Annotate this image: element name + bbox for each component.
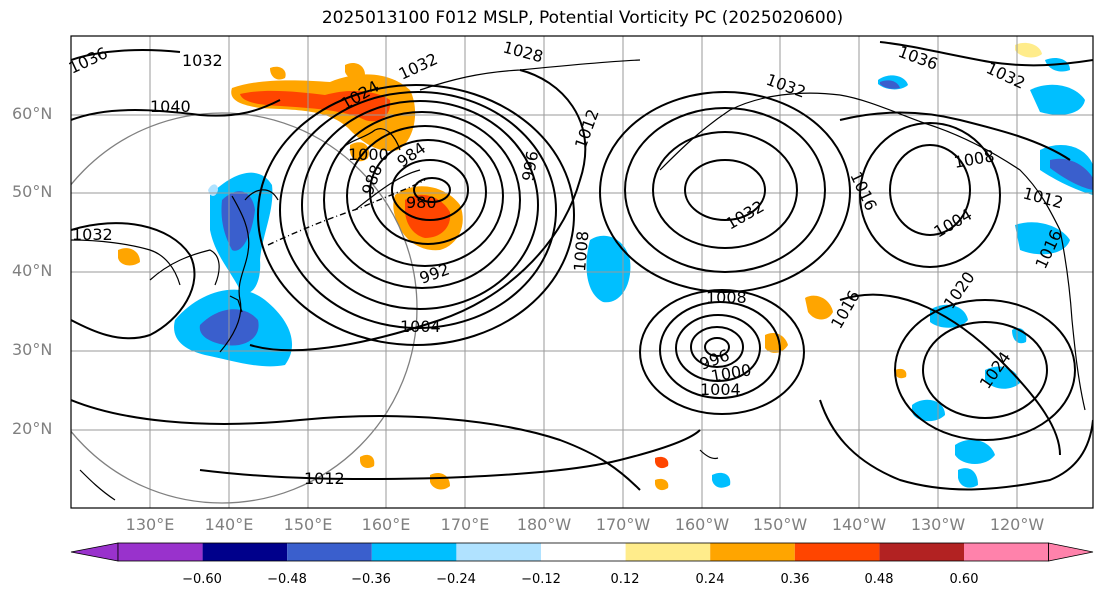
colorbar-swatch	[879, 543, 964, 561]
pv-negative-shading	[174, 58, 1093, 488]
isobar-label: 1008	[570, 230, 592, 272]
isobar-label: 1008	[706, 288, 747, 307]
colorbar-outline	[117, 542, 1049, 562]
lat-label: 30°N	[12, 340, 53, 359]
colorbar-tick-label: −0.24	[436, 572, 476, 587]
isobar-label: 1032	[72, 225, 113, 244]
colorbar-extend-high	[1048, 542, 1094, 562]
colorbar-swatch	[625, 543, 711, 561]
colorbar-tick-label: 0.48	[864, 572, 894, 587]
colorbar	[70, 542, 1094, 562]
colorbar-swatch	[202, 543, 288, 561]
map-title: 2025013100 F012 MSLP, Potential Vorticit…	[321, 8, 844, 28]
lat-label: 20°N	[12, 419, 53, 438]
pv-positive-shading	[118, 42, 1042, 491]
colorbar-swatch	[456, 543, 541, 561]
lon-label: 120°W	[989, 515, 1045, 534]
lat-label: 60°N	[12, 104, 53, 123]
isobars	[71, 41, 1093, 491]
colorbar-extend-low	[70, 542, 119, 562]
colorbar-tick-label: 0.12	[610, 572, 640, 587]
lon-label: 150°E	[283, 515, 333, 534]
isobar-label: 1012	[304, 469, 345, 488]
colorbar-tick-label: −0.48	[267, 572, 307, 587]
isobar-label: 1040	[150, 97, 191, 116]
lon-label: 170°E	[440, 515, 490, 534]
isobar-label: 1000	[348, 145, 389, 164]
isobar-label: 1004	[700, 380, 741, 399]
colorbar-tick-label: 0.36	[780, 572, 810, 587]
lat-label: 50°N	[12, 182, 53, 201]
isobar-label: 980	[406, 193, 437, 212]
lat-label: 40°N	[12, 261, 53, 280]
colorbar-tick-label: −0.60	[182, 572, 222, 587]
lon-label: 140°E	[204, 515, 254, 534]
colorbar-swatch	[794, 543, 880, 561]
colorbar-tick-label: −0.36	[351, 572, 391, 587]
coastlines	[71, 59, 1086, 501]
colorbar-tick-label: 0.60	[949, 572, 979, 587]
graticule	[71, 36, 1093, 508]
colorbar-swatch	[964, 543, 1049, 561]
isobar-label: 1032	[182, 51, 223, 70]
lon-label: 180°W	[516, 515, 572, 534]
colorbar-swatch	[541, 543, 626, 561]
colorbar-tick-label: −0.12	[521, 572, 561, 587]
colorbar-swatch	[118, 543, 203, 561]
lon-label: 130°E	[125, 515, 175, 534]
lon-label: 170°W	[595, 515, 651, 534]
isobar-label: 1004	[400, 317, 441, 336]
dash-dot-line	[267, 179, 426, 246]
lon-label: 140°W	[831, 515, 887, 534]
lon-label: 160°E	[361, 515, 411, 534]
colorbar-swatch	[371, 543, 457, 561]
colorbar-swatch	[287, 543, 372, 561]
colorbar-tick-label: 0.24	[695, 572, 725, 587]
lon-label: 130°W	[910, 515, 966, 534]
lon-label: 160°W	[674, 515, 730, 534]
map-frame	[70, 35, 1094, 509]
lon-label: 150°W	[752, 515, 808, 534]
colorbar-swatch	[710, 543, 795, 561]
